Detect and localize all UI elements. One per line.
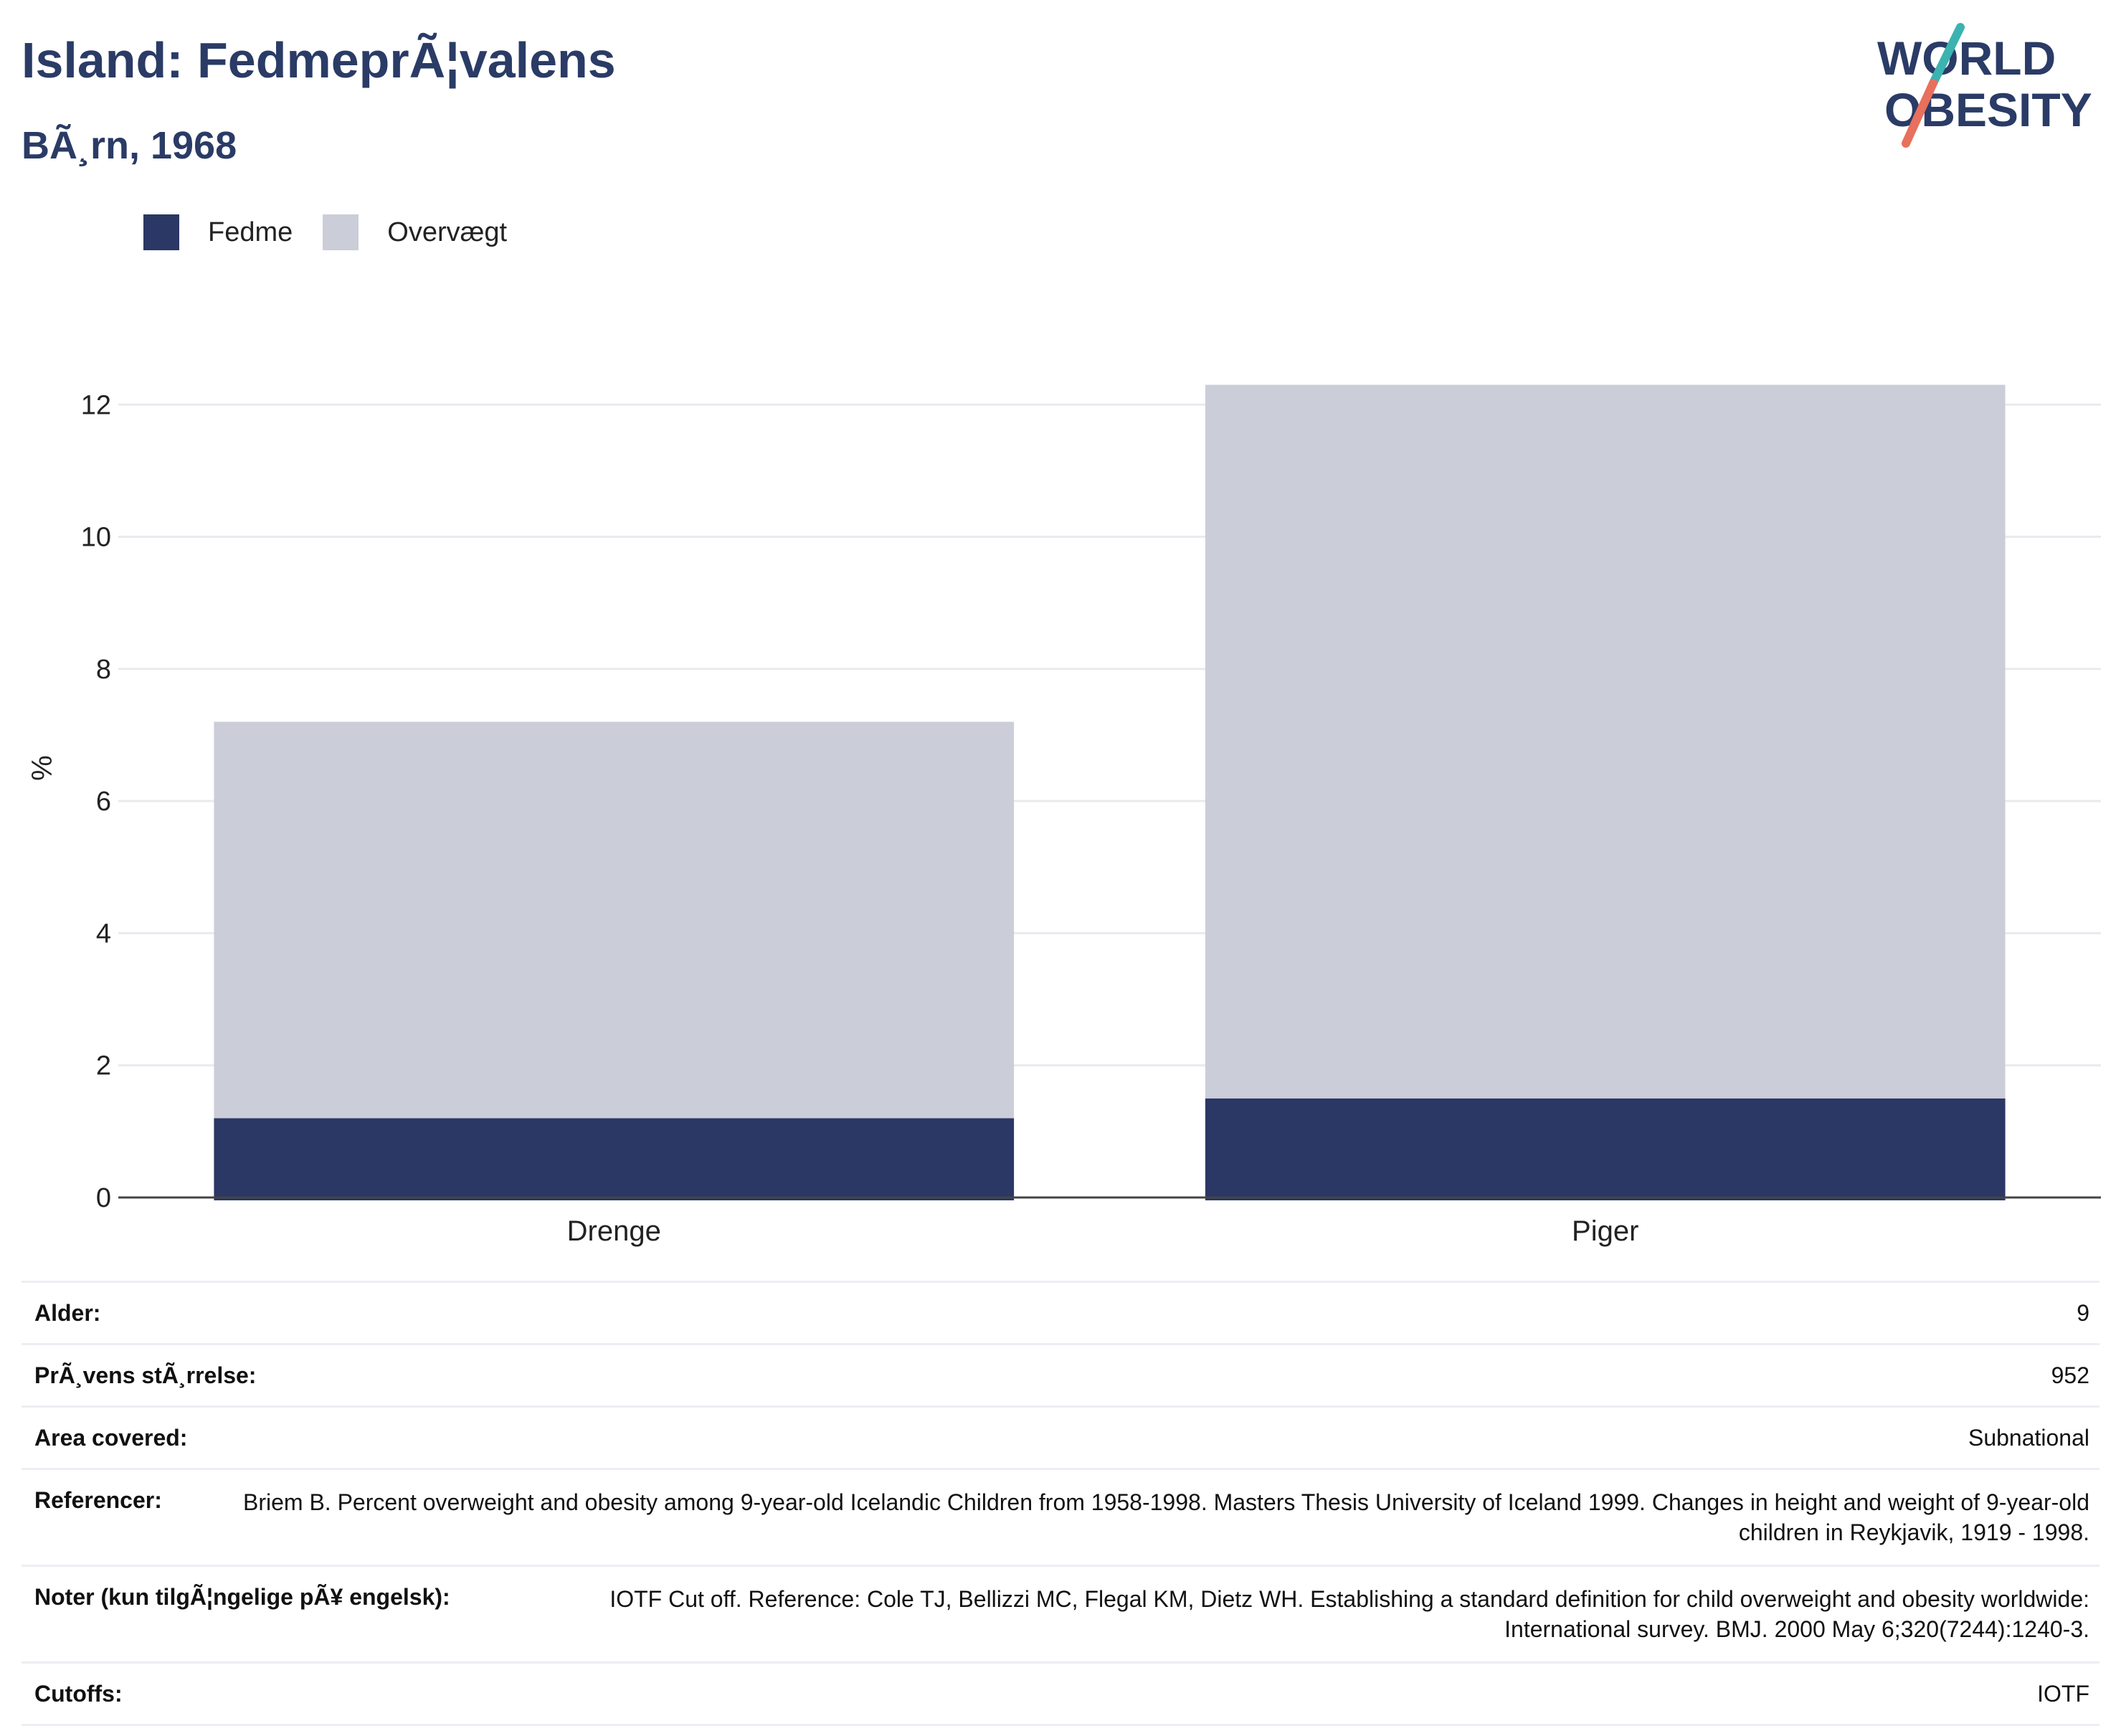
x-tick-label: Drenge	[567, 1215, 661, 1247]
legend-label-fedme: Fedme	[208, 217, 293, 247]
bar-fedme-drenge	[214, 1118, 1015, 1200]
info-row-references: Referencer: Briem B. Percent overweight …	[22, 1468, 2099, 1565]
chart-subtitle: BÃ¸rn, 1968	[22, 124, 237, 167]
info-label: Alder:	[34, 1300, 101, 1326]
info-value: IOTF	[2037, 1681, 2089, 1707]
bar-overvaegt-piger	[1205, 384, 2006, 1099]
info-value: IOTF Cut off. Reference: Cole TJ, Belliz…	[609, 1586, 2089, 1642]
y-tick-label: 10	[81, 523, 111, 553]
y-tick-label: 8	[96, 655, 111, 685]
info-label: Referencer:	[34, 1487, 162, 1513]
y-axis-label: %	[27, 755, 58, 781]
info-row-notes: Noter (kun tilgÃ¦ngelige pÃ¥ engelsk): I…	[22, 1565, 2099, 1661]
world-obesity-logo: WORLD OBESITY	[1877, 23, 2092, 148]
legend-label-overvaegt: Overvægt	[387, 217, 508, 247]
logo-text-world: WORLD	[1877, 32, 2056, 85]
info-value: 952	[2051, 1362, 2089, 1388]
bar-overvaegt-drenge	[214, 721, 1015, 1119]
y-tick-label: 12	[81, 390, 111, 420]
info-row-alder: Alder: 9	[22, 1281, 2099, 1343]
y-tick-label: 2	[96, 1051, 111, 1081]
info-value: 9	[2077, 1300, 2089, 1326]
info-value: Subnational	[1968, 1425, 2089, 1451]
info-row-area-covered: Area covered: Subnational	[22, 1405, 2099, 1468]
stacked-bar-chart: 0 2 4 6 8 10 12% Drenge Piger	[27, 384, 2101, 1247]
info-label: Noter (kun tilgÃ¦ngelige pÃ¥ engelsk):	[34, 1584, 450, 1610]
y-tick-label: 0	[96, 1183, 111, 1213]
info-label: Cutoffs:	[34, 1681, 123, 1707]
y-tick-label: 4	[96, 919, 111, 949]
info-value: Briem B. Percent overweight and obesity …	[243, 1489, 2089, 1545]
legend-swatch-overvaegt	[323, 214, 359, 250]
x-tick-label: Piger	[1572, 1215, 1638, 1247]
chart-title: Island: FedmeprÃ¦valens	[22, 32, 616, 88]
logo-slash-coral	[1902, 79, 1937, 148]
bar-fedme-piger	[1205, 1098, 2006, 1200]
info-row-cutoffs: Cutoffs: IOTF	[22, 1661, 2099, 1726]
info-row-sample-size: PrÃ¸vens stÃ¸rrelse: 952	[22, 1343, 2099, 1405]
logo-slash-teal	[1929, 23, 1965, 87]
legend-item-overvaegt[interactable]: Overvægt	[323, 214, 507, 250]
y-tick-label: 6	[96, 787, 111, 817]
info-label: Area covered:	[34, 1425, 188, 1451]
info-label: PrÃ¸vens stÃ¸rrelse:	[34, 1362, 257, 1388]
chart-legend: Fedme Overvægt	[143, 214, 537, 251]
info-table: Alder: 9 PrÃ¸vens stÃ¸rrelse: 952 Area c…	[22, 1281, 2099, 1726]
legend-swatch-fedme	[143, 214, 179, 250]
legend-item-fedme[interactable]: Fedme	[143, 214, 293, 250]
